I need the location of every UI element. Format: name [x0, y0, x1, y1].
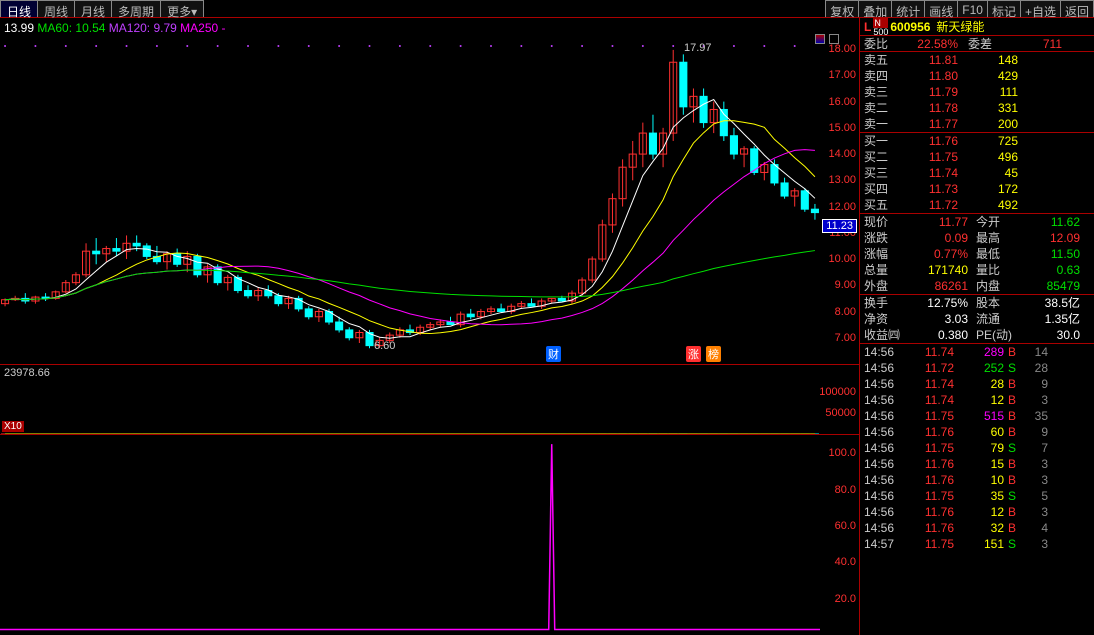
btn-F10[interactable]: F10 [957, 0, 988, 17]
book-row: 卖五11.81148 [860, 52, 1094, 68]
y-tick: 12.00 [828, 201, 856, 213]
book-row: 买三11.7445 [860, 165, 1094, 181]
stat-row: 现价11.77今开11.62 [860, 214, 1094, 230]
y-tick: 17.00 [828, 69, 856, 81]
vol-ytick: 100000 [819, 386, 856, 398]
book-row: 买五11.72492 [860, 197, 1094, 213]
y-tick: 9.00 [835, 279, 856, 291]
stock-header: L N 500 600956 新天绿能 [860, 18, 1094, 36]
trade-row: 14:5611.7612B3 [860, 504, 1094, 520]
btn-标记[interactable]: 标记 [987, 0, 1021, 17]
trade-row: 14:5611.7615B3 [860, 456, 1094, 472]
indicator-chart[interactable]: 20.0 40.0 60.0 80.0 100.0 [0, 435, 859, 635]
book-row: 卖一11.77200 [860, 116, 1094, 132]
tab-月线[interactable]: 月线 [74, 0, 112, 17]
header-l: L [864, 20, 871, 34]
badge-涨[interactable]: 涨 [686, 346, 701, 362]
tab-日线[interactable]: 日线 [0, 0, 38, 17]
badge-榜[interactable]: 榜 [706, 346, 721, 362]
ma120-label: MA120: 9.79 [109, 21, 177, 35]
book-row: 买二11.75496 [860, 149, 1094, 165]
trade-row: 14:5611.75515B35 [860, 408, 1094, 424]
header-500: 500 [873, 28, 888, 36]
x10-badge: X10 [2, 421, 24, 432]
ind-ytick: 60.0 [835, 520, 856, 532]
tab-多周期[interactable]: 多周期 [111, 0, 161, 17]
trade-row: 14:5611.7632B4 [860, 520, 1094, 536]
stock-name: 新天绿能 [936, 18, 984, 35]
stat-row: 总量171740量比0.63 [860, 262, 1094, 278]
trade-row: 14:5611.7428B9 [860, 376, 1094, 392]
stat-row: 换手12.75%股本38.5亿 [860, 295, 1094, 311]
stats-grid: 现价11.77今开11.62涨跌0.09最高12.09涨幅0.77%最低11.5… [860, 214, 1094, 295]
y-tick: 14.00 [828, 148, 856, 160]
ma250-label: MA250 - [180, 21, 225, 35]
stock-code: 600956 [890, 20, 930, 34]
trade-row: 14:5711.75151S3 [860, 536, 1094, 552]
y-tick: 7.00 [835, 332, 856, 344]
ind-ytick: 40.0 [835, 556, 856, 568]
ind-ytick: 80.0 [835, 484, 856, 496]
ma60-label: MA60: 10.54 [37, 21, 105, 35]
header-n-icon: N [873, 18, 888, 28]
stats-grid-2: 换手12.75%股本38.5亿净资3.03流通1.35亿收益㈣0.380PE(动… [860, 295, 1094, 344]
book-row: 卖二11.78331 [860, 100, 1094, 116]
ask-book: 卖五11.81148卖四11.80429卖三11.79111卖二11.78331… [860, 52, 1094, 133]
tab-周线[interactable]: 周线 [37, 0, 75, 17]
btn-+自选[interactable]: +自选 [1020, 0, 1061, 17]
current-price-tag: 11.23 [822, 219, 857, 233]
ind-ytick: 100.0 [828, 447, 856, 459]
tab-更多▾[interactable]: 更多▾ [160, 0, 204, 17]
volume-chart[interactable]: 23978.66 50000 100000 X10 [0, 365, 859, 435]
btn-叠加[interactable]: 叠加 [858, 0, 892, 17]
btn-复权[interactable]: 复权 [825, 0, 859, 17]
book-row: 卖四11.80429 [860, 68, 1094, 84]
low-label: 6.60 [374, 340, 395, 352]
stat-row: 净资3.03流通1.35亿 [860, 311, 1094, 327]
bid-book: 买一11.76725买二11.75496买三11.7445买四11.73172买… [860, 133, 1094, 214]
trade-ticker: 14:5611.74289B1414:5611.72252S2814:5611.… [860, 344, 1094, 635]
vol-ytick: 50000 [825, 407, 856, 419]
y-tick: 18.00 [828, 43, 856, 55]
high-label: 17.97 [684, 42, 712, 54]
trade-row: 14:5611.74289B14 [860, 344, 1094, 360]
ma-legend: 13.99 MA60: 10.54 MA120: 9.79 MA250 - [0, 18, 859, 36]
trade-row: 14:5611.7660B9 [860, 424, 1094, 440]
ind-ytick: 20.0 [835, 593, 856, 605]
stat-row: 收益㈣0.380PE(动)30.0 [860, 327, 1094, 343]
btn-返回[interactable]: 返回 [1060, 0, 1094, 17]
volume-label: 23978.66 [4, 367, 50, 379]
btn-画线[interactable]: 画线 [924, 0, 958, 17]
stat-row: 外盘86261内盘85479 [860, 278, 1094, 294]
book-row: 买四11.73172 [860, 181, 1094, 197]
trade-row: 14:5611.7535S5 [860, 488, 1094, 504]
btn-统计[interactable]: 统计 [891, 0, 925, 17]
y-tick: 13.00 [828, 174, 856, 186]
price-value: 13.99 [4, 21, 34, 35]
book-row: 卖三11.79111 [860, 84, 1094, 100]
badge-财[interactable]: 财 [546, 346, 561, 362]
trade-row: 14:5611.7412B3 [860, 392, 1094, 408]
y-tick: 10.00 [828, 253, 856, 265]
y-tick: 8.00 [835, 306, 856, 318]
trade-row: 14:5611.7579S7 [860, 440, 1094, 456]
trade-row: 14:5611.72252S28 [860, 360, 1094, 376]
book-row: 买一11.76725 [860, 133, 1094, 149]
y-tick: 16.00 [828, 96, 856, 108]
stat-row: 涨跌0.09最高12.09 [860, 230, 1094, 246]
price-chart[interactable]: 7.008.009.0010.0011.0012.0013.0014.0015.… [0, 36, 859, 365]
y-tick: 15.00 [828, 122, 856, 134]
ratio-row: 委比 22.58% 委差 711 [860, 36, 1094, 52]
stat-row: 涨幅0.77%最低11.50 [860, 246, 1094, 262]
trade-row: 14:5611.7610B3 [860, 472, 1094, 488]
